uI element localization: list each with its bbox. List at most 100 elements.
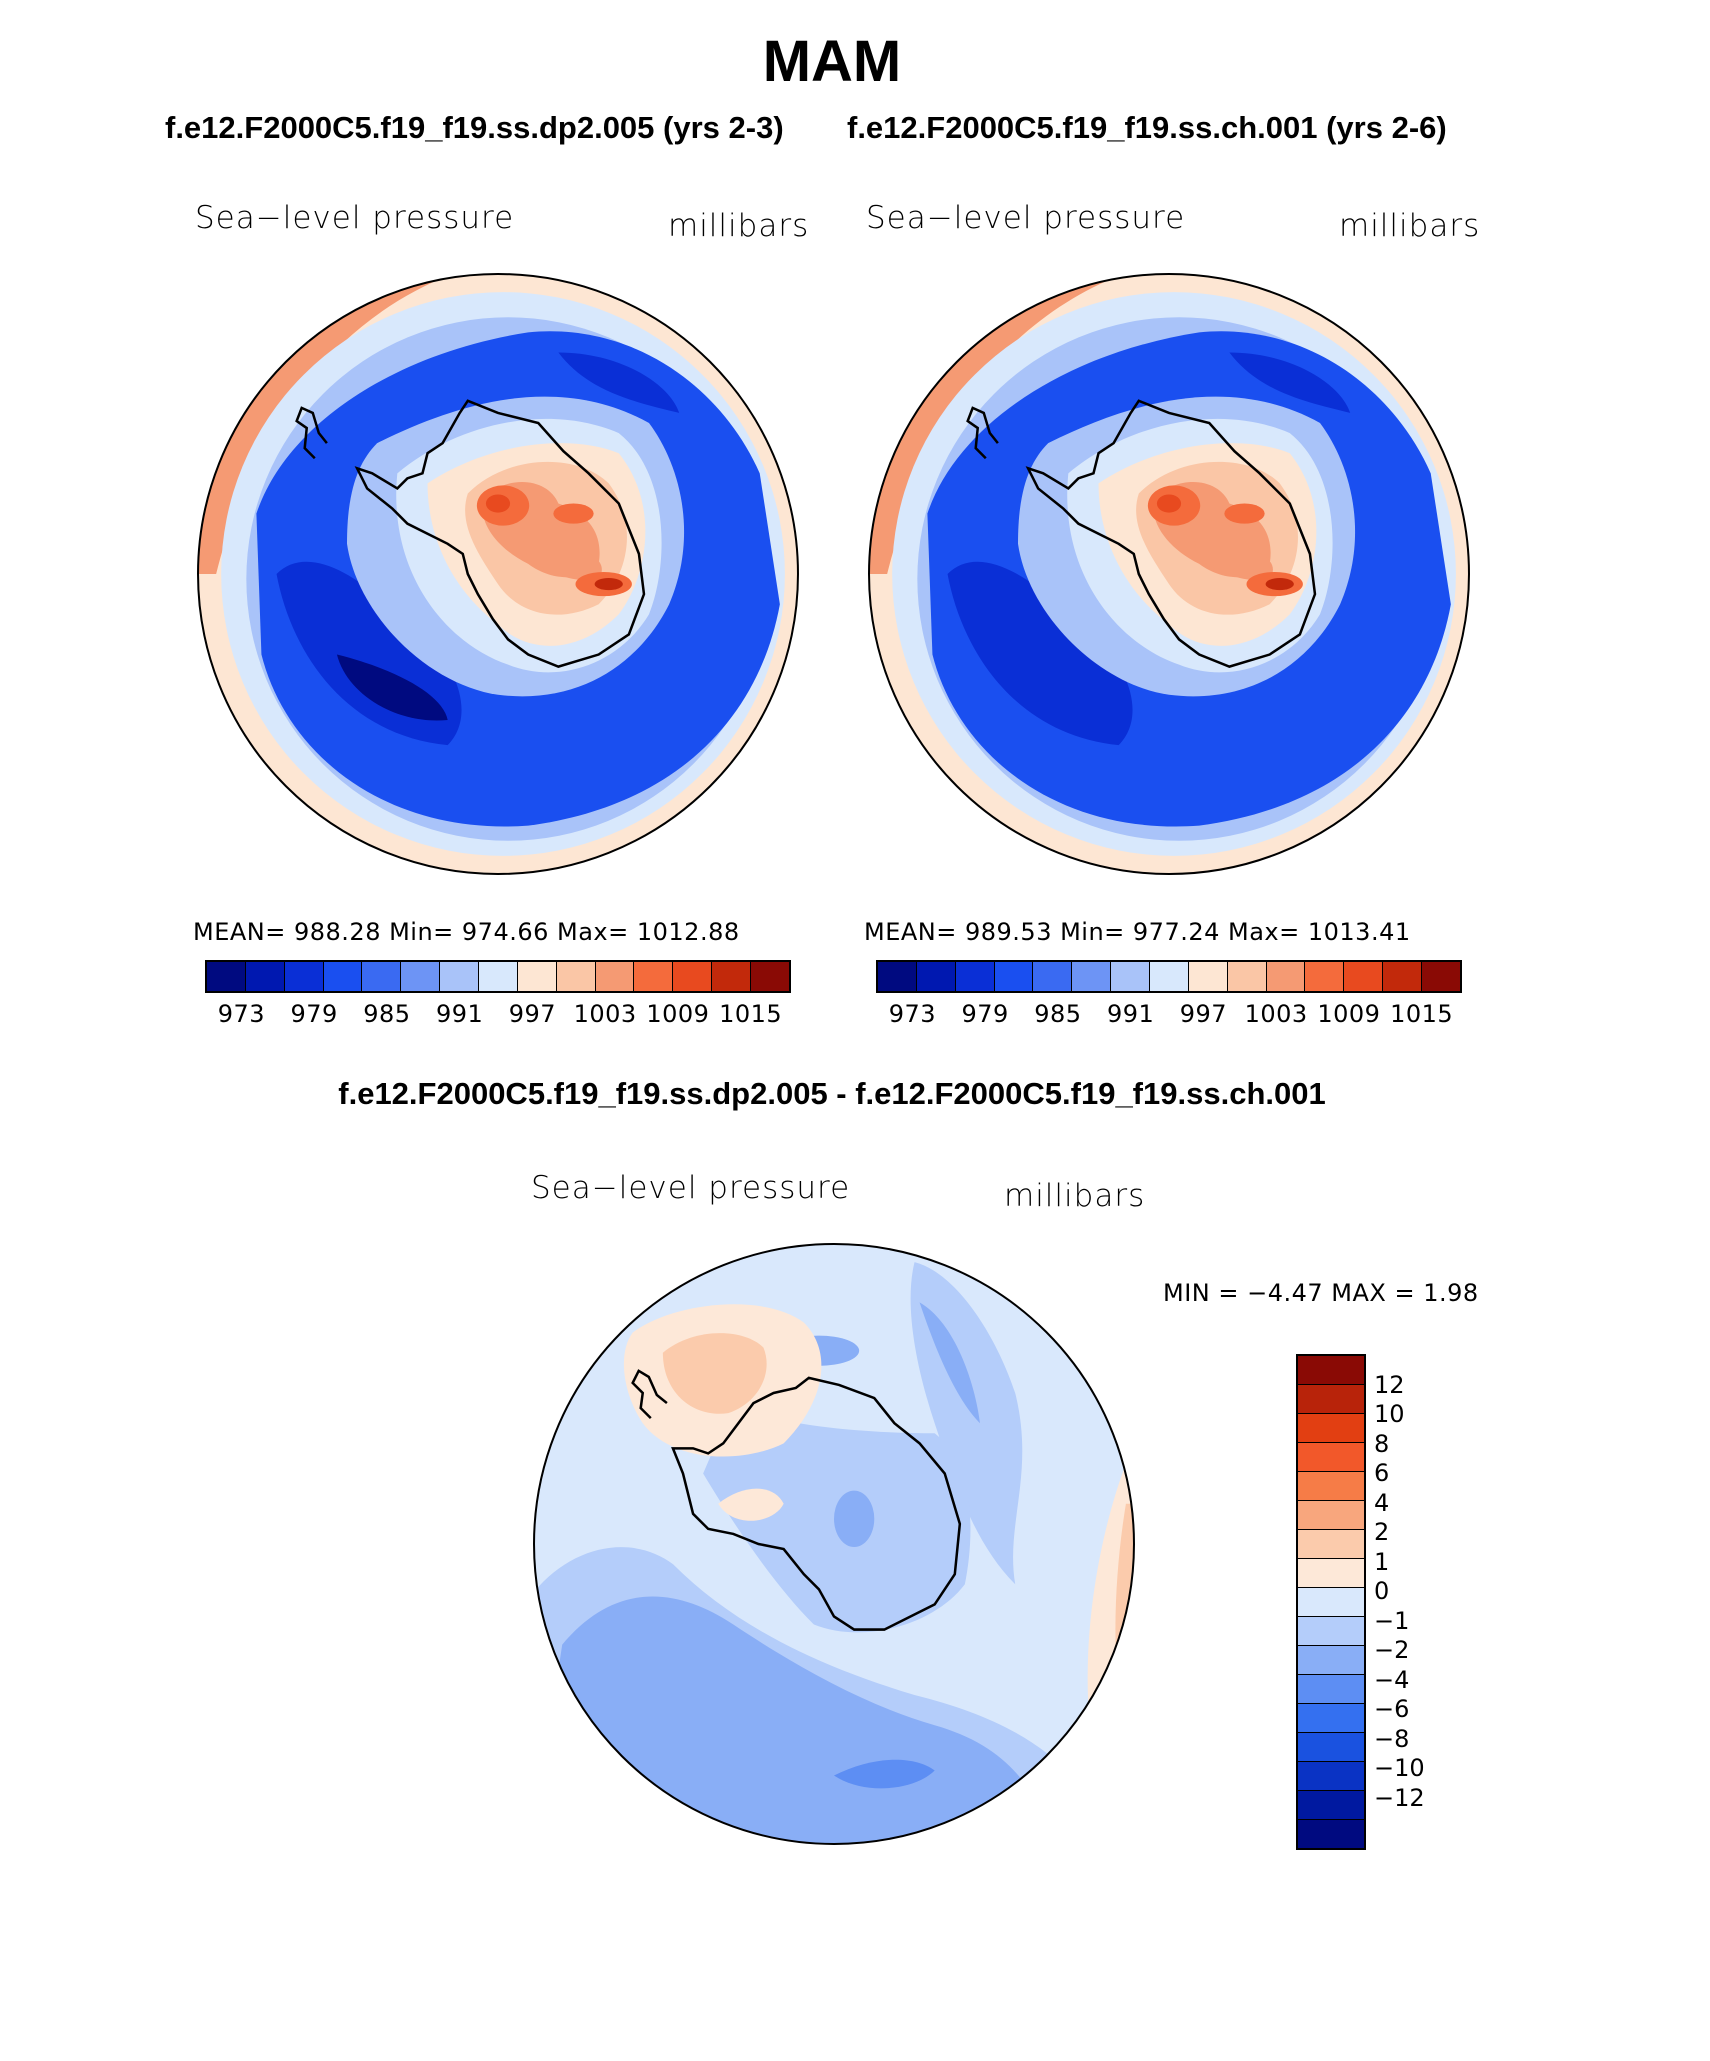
panel2-units: millibars xyxy=(1339,208,1481,244)
colorbar-swatch xyxy=(673,962,713,991)
colorbar-swatch xyxy=(1227,962,1267,991)
diff-colorbar-swatch xyxy=(1298,1588,1364,1617)
colorbar-label: 973 xyxy=(217,1000,266,1028)
colorbar-swatch xyxy=(878,962,917,991)
panel1-variable-title: Sea−level pressure xyxy=(195,200,515,236)
diff-colorbar-swatch xyxy=(1298,1820,1364,1848)
colorbar-swatch xyxy=(1111,962,1151,991)
colorbar-label: 991 xyxy=(1106,1000,1155,1028)
panel2-variable-title: Sea−level pressure xyxy=(866,200,1186,236)
colorbar-swatch xyxy=(1422,962,1460,991)
colorbar-label: 985 xyxy=(363,1000,411,1028)
panel1-stats: MEAN= 988.28 Min= 974.66 Max= 1012.88 xyxy=(193,918,740,946)
colorbar-label: 991 xyxy=(435,1000,484,1028)
diff-colorbar-swatch xyxy=(1298,1675,1364,1704)
map-boundary xyxy=(197,273,799,875)
colorbar-label: 1003 xyxy=(1244,1000,1308,1028)
diff-colorbar-label: 2 xyxy=(1374,1518,1390,1546)
diff-colorbar-swatch xyxy=(1298,1791,1364,1820)
panel1-colorbar-labels: 973 979 985 991 997 1003 1009 1015 xyxy=(205,1000,787,1028)
antarctic-peninsula-coast xyxy=(631,1369,668,1420)
colorbar-swatch xyxy=(751,962,789,991)
diff-colorbar-swatch xyxy=(1298,1733,1364,1762)
panel1-map xyxy=(196,272,800,876)
colorbar-swatch xyxy=(955,962,995,991)
difference-title: f.e12.F2000C5.f19_f19.ss.dp2.005 - f.e12… xyxy=(338,1076,1326,1111)
colorbar-swatch xyxy=(712,962,752,991)
colorbar-swatch xyxy=(1383,962,1423,991)
colorbar-label: 997 xyxy=(1179,1000,1228,1028)
antarctica-coastline xyxy=(1025,399,1317,668)
colorbar-swatch xyxy=(440,962,480,991)
colorbar-swatch xyxy=(362,962,402,991)
diff-map xyxy=(532,1242,1136,1846)
colorbar-swatch xyxy=(1266,962,1306,991)
colorbar-label: 985 xyxy=(1034,1000,1082,1028)
diff-colorbar-label: 10 xyxy=(1374,1400,1405,1428)
colorbar-swatch xyxy=(401,962,441,991)
colorbar-swatch xyxy=(323,962,363,991)
colorbar-label: 979 xyxy=(961,1000,1009,1028)
colorbar-swatch xyxy=(284,962,324,991)
colorbar-swatch xyxy=(479,962,518,991)
antarctic-peninsula-coast xyxy=(295,406,328,460)
panel1-units: millibars xyxy=(668,208,810,244)
diff-low-region xyxy=(534,1596,1056,1844)
diff-colorbar-labels: 12 10 8 6 4 2 1 0 −1 −2 −4 −6 −8 −10 −12 xyxy=(1374,1354,1494,1838)
colorbar-label: 979 xyxy=(290,1000,338,1028)
diff-colorbar-swatch xyxy=(1298,1762,1364,1791)
panel2-colorbar-labels: 973 979 985 991 997 1003 1009 1015 xyxy=(876,1000,1458,1028)
antarctic-peninsula-coast xyxy=(966,406,999,460)
diff-colorbar-label: −4 xyxy=(1374,1665,1410,1694)
colorbar-label: 1015 xyxy=(1390,1000,1454,1028)
panel1-colorbar xyxy=(205,960,791,993)
diff-colorbar-swatch xyxy=(1298,1356,1364,1385)
diff-colorbar-swatch xyxy=(1298,1646,1364,1675)
colorbar-swatch xyxy=(1305,962,1345,991)
colorbar-label: 973 xyxy=(888,1000,937,1028)
diff-colorbar-swatch xyxy=(1298,1617,1364,1646)
diff-colorbar-label: −8 xyxy=(1374,1724,1410,1753)
diff-colorbar-label: −12 xyxy=(1374,1783,1425,1812)
antarctica-coastline xyxy=(354,399,646,668)
map-boundary xyxy=(868,273,1470,875)
diff-colorbar-swatch xyxy=(1298,1530,1364,1559)
diff-colorbar-label: 6 xyxy=(1374,1459,1390,1487)
colorbar-swatch xyxy=(245,962,285,991)
diff-units: millibars xyxy=(1004,1178,1146,1214)
diff-colorbar-label: −6 xyxy=(1374,1695,1410,1723)
colorbar-swatch xyxy=(517,962,557,991)
panel2-map xyxy=(867,272,1471,876)
colorbar-swatch xyxy=(1344,962,1384,991)
diff-colorbar-label: −2 xyxy=(1374,1636,1410,1664)
case2-title: f.e12.F2000C5.f19_f19.ss.ch.001 (yrs 2-6… xyxy=(847,110,1447,145)
diff-colorbar-swatch xyxy=(1298,1704,1364,1733)
diff-colorbar-label: 0 xyxy=(1374,1577,1390,1605)
colorbar-swatch xyxy=(1188,962,1228,991)
diff-colorbar-swatch xyxy=(1298,1443,1364,1472)
diff-colorbar-swatch xyxy=(1298,1414,1364,1443)
colorbar-swatch xyxy=(1150,962,1189,991)
diff-minmax: MIN = −4.47 MAX = 1.98 xyxy=(1163,1279,1479,1307)
diff-colorbar-label: 1 xyxy=(1374,1547,1390,1576)
colorbar-swatch xyxy=(1072,962,1112,991)
colorbar-swatch xyxy=(994,962,1034,991)
diff-colorbar-swatch xyxy=(1298,1385,1364,1414)
season-title: MAM xyxy=(762,29,902,94)
diff-colorbar-swatch xyxy=(1298,1501,1364,1530)
diff-colorbar-label: 4 xyxy=(1374,1488,1390,1517)
diff-variable-title: Sea−level pressure xyxy=(531,1170,851,1206)
colorbar-swatch xyxy=(556,962,596,991)
diff-colorbar-label: −10 xyxy=(1374,1754,1425,1782)
map-boundary xyxy=(533,1243,1135,1845)
panel2-colorbar xyxy=(876,960,1462,993)
panel2-stats: MEAN= 989.53 Min= 977.24 Max= 1013.41 xyxy=(864,918,1411,946)
diff-colorbar-swatch xyxy=(1298,1559,1364,1588)
colorbar-swatch xyxy=(1033,962,1073,991)
colorbar-label: 1009 xyxy=(1317,1000,1381,1028)
colorbar-label: 1003 xyxy=(573,1000,637,1028)
case1-title: f.e12.F2000C5.f19_f19.ss.dp2.005 (yrs 2-… xyxy=(165,110,784,145)
colorbar-label: 1015 xyxy=(719,1000,783,1028)
diff-colorbar-label: 8 xyxy=(1374,1429,1390,1458)
colorbar-label: 997 xyxy=(508,1000,557,1028)
